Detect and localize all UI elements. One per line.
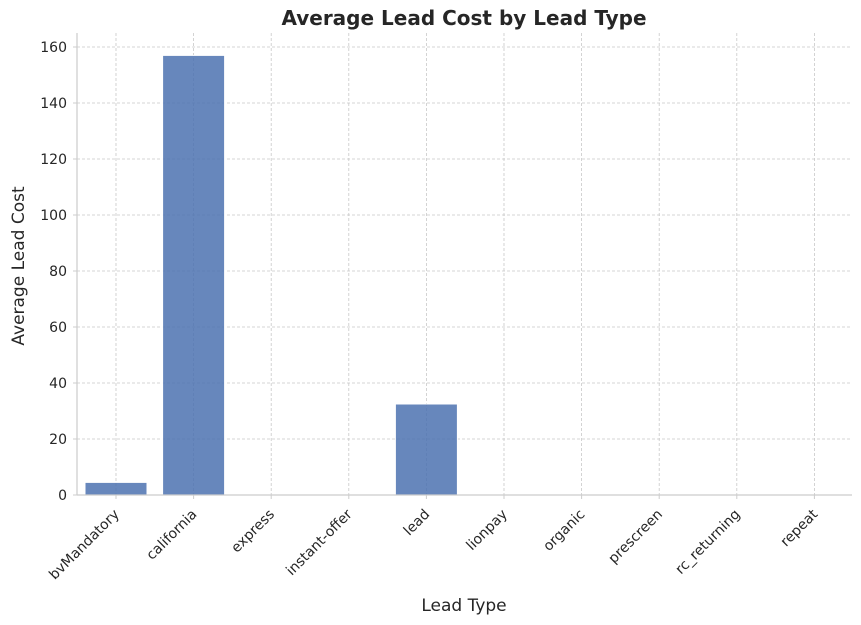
x-axis-ticks: bvMandatory california express instant-offe…	[46, 495, 822, 584]
bar-california	[162, 54, 226, 496]
x-tick-label: california	[144, 507, 201, 564]
y-tick-label: 120	[40, 152, 67, 168]
axes-spines	[76, 33, 852, 496]
y-tick-label: 160	[40, 40, 67, 56]
chart-title: Average Lead Cost by Lead Type	[281, 6, 646, 30]
y-axis-ticks: 0 20 40 60 80 100 120 140 160	[40, 40, 77, 504]
bar-lead	[394, 403, 458, 496]
x-tick-label: organic	[540, 507, 588, 555]
y-tick-label: 140	[40, 96, 67, 112]
y-tick-label: 100	[40, 208, 67, 224]
x-axis-label: Lead Type	[421, 596, 506, 616]
y-tick-label: 20	[49, 432, 67, 448]
grid	[77, 33, 852, 496]
y-axis-label: Average Lead Cost	[9, 186, 29, 346]
y-tick-label: 0	[58, 488, 67, 504]
x-tick-label: rc_returning	[672, 507, 743, 578]
x-tick-label: express	[228, 507, 278, 557]
y-tick-label: 80	[49, 264, 67, 280]
x-tick-label: lionpay	[463, 507, 510, 554]
x-tick-label: prescreen	[606, 507, 666, 567]
y-tick-label: 40	[49, 376, 67, 392]
x-tick-label: instant-offer	[283, 506, 356, 579]
bar-bvMandatory	[84, 481, 148, 496]
x-tick-label: repeat	[778, 506, 822, 550]
y-tick-label: 60	[49, 320, 67, 336]
bars	[84, 54, 458, 496]
x-tick-label: lead	[401, 507, 434, 540]
x-tick-label: bvMandatory	[46, 507, 123, 584]
